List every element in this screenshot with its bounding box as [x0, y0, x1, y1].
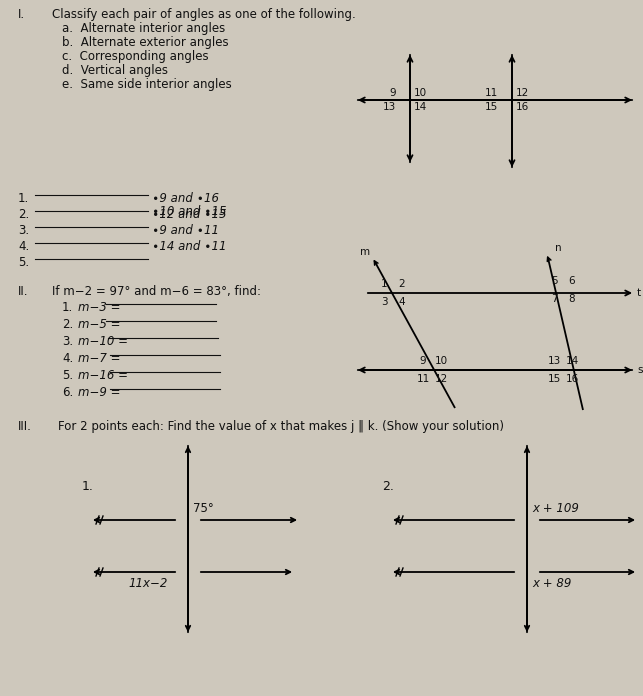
Text: n: n	[555, 243, 561, 253]
Text: II.: II.	[18, 285, 28, 298]
Text: ∙9 and ∙11: ∙9 and ∙11	[152, 224, 219, 237]
Text: For 2 points each: Find the value of x that makes j ‖ k. (Show your solution): For 2 points each: Find the value of x t…	[58, 420, 504, 433]
Text: Classify each pair of angles as one of the following.: Classify each pair of angles as one of t…	[52, 8, 356, 21]
Text: 13: 13	[383, 102, 396, 112]
Text: 6: 6	[568, 276, 575, 286]
Text: 10: 10	[435, 356, 448, 366]
Text: m: m	[360, 247, 370, 257]
Text: 14: 14	[414, 102, 427, 112]
Text: t: t	[637, 288, 641, 298]
Text: s: s	[637, 365, 642, 375]
Text: 16: 16	[565, 374, 579, 384]
Text: 6.: 6.	[62, 386, 73, 399]
Text: 2.: 2.	[382, 480, 394, 493]
Text: 4.: 4.	[18, 240, 29, 253]
Text: 14: 14	[565, 356, 579, 366]
Text: d.  Vertical angles: d. Vertical angles	[62, 64, 168, 77]
Text: 1: 1	[381, 279, 387, 289]
Text: x + 109: x + 109	[532, 502, 579, 515]
Text: 12: 12	[435, 374, 448, 384]
Text: 12: 12	[516, 88, 529, 98]
Text: 3: 3	[381, 297, 387, 307]
Text: ∙10 and ∙15: ∙10 and ∙15	[152, 205, 226, 218]
Text: 1.: 1.	[82, 480, 94, 493]
Text: e.  Same side interior angles: e. Same side interior angles	[62, 78, 231, 91]
Text: m−7 =: m−7 =	[78, 352, 120, 365]
Text: ∙12 and ∙15: ∙12 and ∙15	[152, 208, 226, 221]
Text: If m−2 = 97° and m−6 = 83°, find:: If m−2 = 97° and m−6 = 83°, find:	[52, 285, 261, 298]
Text: 2: 2	[399, 279, 405, 289]
Text: m−5 =: m−5 =	[78, 318, 120, 331]
Text: 15: 15	[547, 374, 561, 384]
Text: 9: 9	[390, 88, 396, 98]
Text: I.: I.	[18, 8, 25, 21]
Text: 2.: 2.	[18, 208, 29, 221]
Text: c.  Corresponding angles: c. Corresponding angles	[62, 50, 208, 63]
Text: 4.: 4.	[62, 352, 73, 365]
Text: 8: 8	[568, 294, 575, 304]
Text: m−16 =: m−16 =	[78, 369, 128, 382]
Text: 5: 5	[550, 276, 557, 286]
Text: 75°: 75°	[193, 502, 213, 515]
Text: a.  Alternate interior angles: a. Alternate interior angles	[62, 22, 225, 35]
Text: m−9 =: m−9 =	[78, 386, 120, 399]
Text: 13: 13	[547, 356, 561, 366]
Text: 4: 4	[399, 297, 405, 307]
Text: 16: 16	[516, 102, 529, 112]
Text: 2.: 2.	[62, 318, 73, 331]
Text: 3.: 3.	[18, 224, 29, 237]
Text: 7: 7	[550, 294, 557, 304]
Text: 15: 15	[485, 102, 498, 112]
Text: 11: 11	[485, 88, 498, 98]
Text: 10: 10	[414, 88, 427, 98]
Text: b.  Alternate exterior angles: b. Alternate exterior angles	[62, 36, 229, 49]
Text: 9: 9	[420, 356, 426, 366]
Text: 5.: 5.	[18, 256, 29, 269]
Text: 3.: 3.	[62, 335, 73, 348]
Text: 5.: 5.	[62, 369, 73, 382]
Text: ∙9 and ∙16: ∙9 and ∙16	[152, 192, 219, 205]
Text: 11: 11	[417, 374, 430, 384]
Text: m−10 =: m−10 =	[78, 335, 128, 348]
Text: III.: III.	[18, 420, 32, 433]
Text: x + 89: x + 89	[532, 577, 572, 590]
Text: 11x−2: 11x−2	[128, 577, 167, 590]
Text: ∙14 and ∙11: ∙14 and ∙11	[152, 240, 226, 253]
Text: m−3 =: m−3 =	[78, 301, 120, 314]
Text: 1.: 1.	[62, 301, 73, 314]
Text: 1.: 1.	[18, 192, 29, 205]
